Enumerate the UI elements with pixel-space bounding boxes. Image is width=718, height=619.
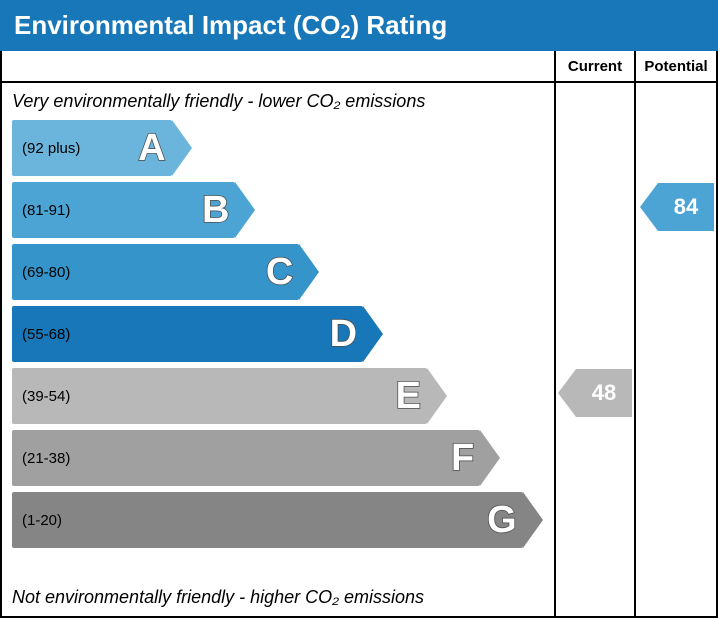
band-range: (81-91) <box>22 202 70 219</box>
bands-body: Very environmentally friendly - lower CO… <box>2 83 554 616</box>
bands-column: Very environmentally friendly - lower CO… <box>2 51 556 616</box>
band-letter: D <box>330 313 357 356</box>
band-c: (69-80) C <box>12 244 299 300</box>
bands-list: (92 plus) A (81-91) B (69-80) C (55-68) D (39-54… <box>12 116 544 583</box>
potential-column: Potential 84 <box>636 51 716 616</box>
pointer-potential: 84 <box>658 183 714 231</box>
band-d: (55-68) D <box>12 306 363 362</box>
band-range: (21-38) <box>22 450 70 467</box>
band-range: (69-80) <box>22 264 70 281</box>
band-range: (39-54) <box>22 388 70 405</box>
potential-body: 84 <box>636 83 716 616</box>
top-caption: Very environmentally friendly - lower CO… <box>12 87 544 116</box>
bands-header-empty <box>2 51 554 83</box>
band-b: (81-91) B <box>12 182 235 238</box>
band-range: (1-20) <box>22 512 62 529</box>
band-letter: F <box>451 437 474 480</box>
epc-chart: Environmental Impact (CO2) Rating Very e… <box>0 0 718 619</box>
band-g: (1-20) G <box>12 492 523 548</box>
band-letter: B <box>202 189 229 232</box>
pointer-current: 48 <box>576 369 632 417</box>
chart-body: Very environmentally friendly - lower CO… <box>0 51 718 618</box>
title-subscript: 2 <box>341 22 351 42</box>
current-column: Current 48 <box>556 51 636 616</box>
chart-title: Environmental Impact (CO2) Rating <box>0 0 718 51</box>
current-header: Current <box>556 51 634 83</box>
potential-header: Potential <box>636 51 716 83</box>
band-range: (92 plus) <box>22 140 80 157</box>
band-letter: E <box>396 375 421 418</box>
band-letter: C <box>266 251 293 294</box>
band-e: (39-54) E <box>12 368 427 424</box>
band-a: (92 plus) A <box>12 120 172 176</box>
title-prefix: Environmental Impact (CO <box>14 10 341 40</box>
title-suffix: ) Rating <box>351 10 448 40</box>
band-range: (55-68) <box>22 326 70 343</box>
current-body: 48 <box>556 83 634 616</box>
band-letter: G <box>487 499 517 542</box>
band-f: (21-38) F <box>12 430 480 486</box>
bottom-caption: Not environmentally friendly - higher CO… <box>12 583 544 612</box>
band-letter: A <box>138 127 165 170</box>
